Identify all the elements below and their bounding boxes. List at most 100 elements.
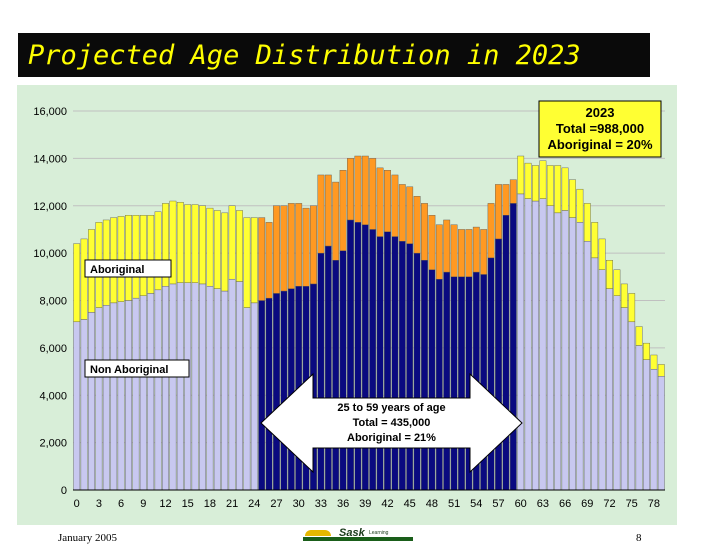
non-aboriginal-label: Non Aboriginal <box>90 364 168 376</box>
bar-aboriginal <box>265 222 273 299</box>
logo-swoosh-icon <box>305 530 331 536</box>
logo-text: Sask <box>339 527 365 539</box>
bar-aboriginal <box>384 170 391 233</box>
x-tick-label: 21 <box>226 498 238 510</box>
bar-non-aboriginal <box>102 305 110 491</box>
bar-aboriginal <box>310 205 317 285</box>
x-tick-label: 12 <box>159 498 171 510</box>
y-tick-label: 10,000 <box>33 248 67 260</box>
bar-aboriginal <box>421 203 428 261</box>
logo-bar <box>303 537 413 541</box>
bar-aboriginal <box>576 188 584 223</box>
x-tick-label: 6 <box>118 498 124 510</box>
bar-aboriginal <box>391 174 399 237</box>
bar-aboriginal <box>472 226 480 273</box>
bar-aboriginal <box>613 269 621 296</box>
bar-aboriginal <box>139 215 147 296</box>
bar-non-aboriginal <box>554 212 562 491</box>
bar-non-aboriginal <box>213 288 221 491</box>
bar-non-aboriginal <box>139 295 147 491</box>
bar-aboriginal <box>435 224 443 280</box>
bar-non-aboriginal <box>228 278 236 491</box>
page-number: 8 <box>636 532 642 544</box>
bar-non-aboriginal <box>243 307 251 491</box>
summary-year: 2023 <box>586 105 615 120</box>
x-tick-label: 69 <box>581 498 593 510</box>
bar-aboriginal <box>184 204 192 283</box>
bar-aboriginal <box>361 155 369 225</box>
bar-aboriginal <box>228 205 236 280</box>
bar-non-aboriginal <box>206 286 214 491</box>
x-tick-label: 60 <box>515 498 527 510</box>
bar-aboriginal <box>250 217 258 304</box>
bar-non-aboriginal <box>236 281 243 491</box>
bar-aboriginal <box>221 212 229 292</box>
bar-aboriginal <box>546 165 554 206</box>
bar-non-aboriginal <box>391 236 399 491</box>
bar-non-aboriginal <box>458 276 465 491</box>
bar-aboriginal <box>650 354 658 370</box>
bar-non-aboriginal <box>287 288 295 491</box>
x-tick-label: 30 <box>293 498 305 510</box>
bar-non-aboriginal <box>176 282 184 491</box>
bar-non-aboriginal <box>502 215 510 491</box>
x-tick-label: 45 <box>404 498 416 510</box>
y-tick-label: 8,000 <box>39 296 67 308</box>
x-tick-label: 36 <box>337 498 349 510</box>
x-tick-label: 3 <box>96 498 102 510</box>
bar-non-aboriginal <box>539 198 547 491</box>
bar-non-aboriginal <box>435 278 443 491</box>
bar-non-aboriginal <box>154 289 162 491</box>
bar-non-aboriginal <box>184 282 192 491</box>
bar-aboriginal <box>657 364 665 377</box>
bar-non-aboriginal <box>413 252 421 491</box>
bar-aboriginal <box>450 224 458 278</box>
bar-aboriginal <box>458 229 465 278</box>
bar-non-aboriginal <box>369 229 377 491</box>
bar-non-aboriginal <box>361 224 369 491</box>
bar-aboriginal <box>302 207 310 287</box>
aboriginal-label-box <box>84 259 172 278</box>
bar-non-aboriginal <box>450 276 458 491</box>
bar-non-aboriginal <box>517 193 525 491</box>
bar-non-aboriginal <box>191 282 199 491</box>
summary-aboriginal: Aboriginal = 20% <box>547 137 653 152</box>
bar-non-aboriginal <box>73 321 81 491</box>
bar-aboriginal <box>199 205 206 285</box>
x-tick-label: 39 <box>359 498 371 510</box>
chart-area: 0 2,000 4,000 6,000 8,000 10,000 12,000 14,000 1… <box>17 85 677 525</box>
x-tick-label: 42 <box>381 498 393 510</box>
x-tick-label: 24 <box>248 498 260 510</box>
bar-non-aboriginal <box>598 269 606 491</box>
bar-aboriginal <box>287 203 295 289</box>
bar-aboriginal <box>80 238 88 320</box>
bar-aboriginal <box>487 203 495 259</box>
bar-non-aboriginal <box>532 200 539 491</box>
bar-non-aboriginal <box>561 210 569 491</box>
bar-aboriginal <box>191 204 199 283</box>
x-tick-label: 9 <box>140 498 146 510</box>
bar-aboriginal <box>413 196 421 254</box>
sask-logo: Sask Learning <box>303 527 413 544</box>
y-tick-label: 2,000 <box>39 438 67 450</box>
bar-aboriginal <box>132 215 140 299</box>
bar-non-aboriginal <box>221 290 229 491</box>
x-tick-label: 66 <box>559 498 571 510</box>
logo-subtext: Learning <box>369 530 389 536</box>
bar-non-aboriginal <box>443 271 451 491</box>
bar-non-aboriginal <box>88 312 95 491</box>
bar-aboriginal <box>332 181 340 261</box>
bar-aboriginal <box>162 203 169 287</box>
x-tick-label: 51 <box>448 498 460 510</box>
title-bar: Projected Age Distribution in 2023 <box>18 33 650 77</box>
summary-total: Total =988,000 <box>556 121 644 136</box>
bar-aboriginal <box>347 158 354 221</box>
bar-aboriginal <box>125 215 132 301</box>
bar-aboriginal <box>598 238 606 270</box>
bar-non-aboriginal <box>613 295 621 491</box>
y-tick-label: 16,000 <box>33 106 67 118</box>
bar-aboriginal <box>206 207 214 287</box>
bar-aboriginal <box>502 184 510 216</box>
x-tick-label: 54 <box>470 498 482 510</box>
bar-non-aboriginal <box>569 217 576 491</box>
